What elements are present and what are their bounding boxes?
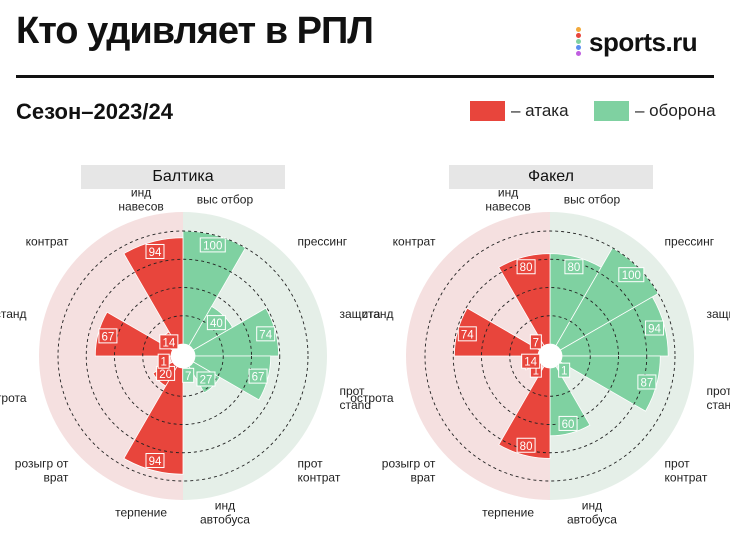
value-label-box <box>206 315 226 331</box>
value-label: 94 <box>149 456 162 468</box>
legend-defense-swatch <box>594 101 629 121</box>
category-label: защита <box>706 307 730 321</box>
legend-attack-label: – атака <box>511 101 569 120</box>
category-label: станд <box>0 307 27 321</box>
category-label: розыгр от врат <box>15 457 69 485</box>
value-label-box <box>637 374 657 390</box>
category-label: прот стand <box>339 384 371 412</box>
value-label-box <box>145 453 165 469</box>
center-hole <box>171 344 195 368</box>
logo-dots-icon <box>575 27 583 57</box>
value-label: 27 <box>200 374 213 386</box>
category-label: прот контрат <box>298 457 341 485</box>
page-title: Кто удивляет в РПЛ <box>16 10 374 52</box>
legend-defense: – оборона <box>594 101 716 121</box>
legend-attack-swatch <box>470 101 505 121</box>
grid-circle <box>452 258 648 454</box>
value-label-box <box>98 328 118 344</box>
value-label: 14 <box>524 357 537 369</box>
value-label-box <box>145 243 165 259</box>
value-label-box <box>159 334 179 350</box>
category-label: прессинг <box>665 234 715 248</box>
category-label: прессинг <box>298 234 348 248</box>
value-label-box <box>558 415 578 431</box>
center-hole <box>538 344 562 368</box>
value-label: 7 <box>185 371 191 383</box>
grid-circle <box>142 315 224 397</box>
value-label: 80 <box>568 262 581 274</box>
value-label-box <box>529 334 542 350</box>
category-label: протстанд <box>706 384 730 412</box>
value-label-box <box>196 371 216 387</box>
value-label-box <box>645 320 665 336</box>
value-label: 94 <box>648 323 661 335</box>
polar-chart-baltika: 100 40 74 67 27 7 94 201 67 14 94 выс отбор прессинг… <box>0 186 381 527</box>
season-subtitle: Сезон–2023/24 <box>16 99 173 124</box>
value-label-box <box>516 437 536 453</box>
chart-title-fakel: Факел <box>449 165 653 189</box>
value-label-box <box>516 259 536 275</box>
category-label: инд навесов <box>118 186 163 214</box>
category-label: инд автобуса <box>200 498 250 526</box>
category-label: контрат <box>26 234 69 248</box>
value-label: 80 <box>520 262 533 274</box>
chart-title-baltika: Балтика <box>81 165 285 189</box>
grid-circle <box>85 258 281 454</box>
grid-circle <box>509 315 591 397</box>
value-label-box <box>182 367 195 383</box>
value-label-box <box>558 362 571 378</box>
value-label: 40 <box>210 318 223 330</box>
legend-defense-label: – оборона <box>635 101 716 120</box>
value-label: 1 <box>533 366 539 378</box>
value-label: 100 <box>203 240 222 252</box>
category-label: выс отбор <box>564 193 621 207</box>
category-label: терпение <box>115 505 167 519</box>
category-label: инд автобуса <box>567 498 617 526</box>
value-label-box <box>199 237 226 253</box>
value-label: 80 <box>520 441 533 453</box>
value-label: 67 <box>252 372 265 384</box>
value-label-box <box>248 368 268 384</box>
legend-attack: – атака <box>470 101 569 121</box>
value-label: 7 <box>533 337 539 349</box>
category-label: инд навесов <box>485 186 530 214</box>
brand-name: sports.ru <box>589 26 698 57</box>
value-label-box <box>521 353 541 369</box>
value-label-box <box>157 353 170 369</box>
category-label: острота <box>0 391 27 405</box>
category-label: контрат <box>393 234 436 248</box>
value-label: 20 <box>159 369 172 381</box>
category-label: станд <box>362 307 394 321</box>
value-label: 74 <box>461 329 474 341</box>
value-label: 100 <box>622 270 641 282</box>
value-label-box <box>256 326 276 342</box>
value-label: 87 <box>640 377 653 389</box>
grid-circle <box>57 230 309 482</box>
grid-circle <box>424 230 676 482</box>
value-label: 60 <box>562 419 575 431</box>
category-label: острота <box>350 391 394 405</box>
value-label: 1 <box>561 366 567 378</box>
header-divider <box>16 75 714 78</box>
category-label: розыгр от врат <box>382 457 436 485</box>
grid-circle <box>114 287 252 425</box>
category-label: защита <box>339 307 380 321</box>
category-label: терпение <box>482 505 534 519</box>
value-label: 94 <box>149 247 162 259</box>
value-label: 1 <box>160 357 166 369</box>
grid-circle <box>481 287 619 425</box>
value-label: 14 <box>162 337 175 349</box>
value-label-box <box>457 326 477 342</box>
value-label-box <box>564 259 584 275</box>
value-label: 74 <box>259 329 272 341</box>
category-label: выс отбор <box>197 193 254 207</box>
category-label: прот контрат <box>665 457 708 485</box>
value-label: 67 <box>102 331 115 343</box>
brand-logo[interactable]: sports.ru <box>575 24 698 60</box>
value-label-box <box>618 267 645 283</box>
